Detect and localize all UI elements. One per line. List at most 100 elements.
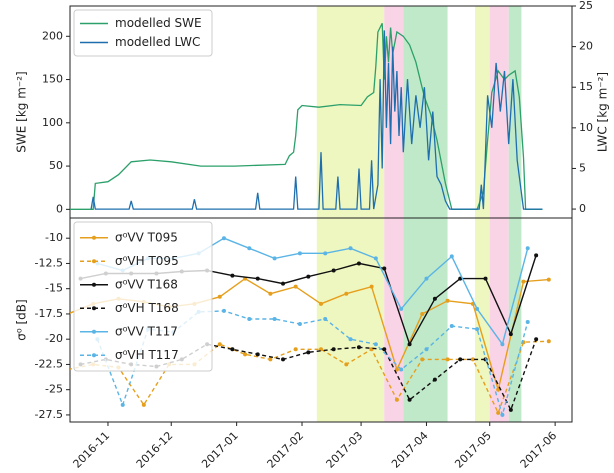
y-tick-label: -22.5 — [35, 357, 63, 370]
point — [420, 357, 425, 362]
point — [500, 412, 505, 417]
point — [373, 342, 378, 347]
point — [243, 352, 248, 357]
point — [420, 311, 425, 316]
point — [306, 274, 311, 279]
span — [489, 218, 509, 422]
point — [407, 397, 412, 402]
point — [272, 316, 277, 321]
point — [394, 367, 399, 372]
legend-marker — [92, 259, 96, 264]
point — [247, 246, 252, 251]
point — [247, 316, 252, 321]
point — [297, 322, 302, 327]
point — [255, 276, 260, 281]
y2-tick-label: 20 — [579, 40, 593, 53]
point — [255, 352, 260, 357]
point — [268, 291, 273, 296]
legend-marker — [92, 282, 96, 287]
point — [230, 347, 235, 352]
point — [496, 387, 501, 392]
legend-label: σ⁰VH T117 — [115, 348, 179, 362]
x-tick-label: 2017-01 — [199, 429, 241, 471]
y-tick-label: -10 — [45, 231, 63, 244]
point — [272, 256, 277, 261]
point — [407, 342, 412, 347]
point — [268, 357, 273, 362]
point — [432, 377, 437, 382]
point — [508, 332, 513, 337]
legend-label: σ⁰VV T095 — [115, 230, 178, 244]
point — [373, 256, 378, 261]
point — [217, 342, 222, 347]
point — [221, 308, 226, 313]
span — [384, 218, 404, 422]
plot-area — [70, 23, 543, 210]
legend-marker — [92, 235, 96, 240]
span — [316, 6, 385, 218]
y-tick-label: -12.5 — [35, 256, 63, 269]
point — [331, 268, 336, 273]
y-tick-label: -27.5 — [35, 408, 63, 421]
span — [403, 218, 448, 422]
point — [306, 350, 311, 355]
point — [281, 281, 286, 286]
point — [323, 316, 328, 321]
point — [458, 357, 463, 362]
plot-frame — [69, 217, 573, 423]
point — [230, 273, 235, 278]
point — [331, 347, 336, 352]
point — [120, 402, 125, 407]
point — [141, 402, 146, 407]
point — [449, 254, 454, 259]
point — [369, 284, 374, 289]
series-line — [90, 30, 543, 210]
point — [525, 320, 530, 325]
point — [348, 337, 353, 342]
point — [445, 357, 450, 362]
point — [399, 367, 404, 372]
x-tick-label: 2017-02 — [265, 429, 307, 471]
y-axis-label: σ⁰ [dB] — [15, 299, 29, 340]
y-tick-label: -20 — [45, 332, 63, 345]
point — [293, 284, 298, 289]
point — [500, 342, 505, 347]
point — [344, 362, 349, 367]
x-tick-label: 2017-04 — [389, 429, 431, 471]
x-tick-label: 2016-12 — [134, 429, 176, 471]
point — [66, 367, 70, 371]
point — [521, 279, 526, 284]
point — [356, 345, 361, 350]
point — [546, 277, 551, 282]
y2-tick-label: 10 — [579, 121, 593, 134]
legend-marker — [92, 329, 96, 334]
point — [356, 261, 361, 266]
point — [394, 397, 399, 402]
point — [424, 347, 429, 352]
x-tick-label: 2017-05 — [452, 429, 494, 471]
y2-tick-label: 25 — [579, 0, 593, 12]
point — [496, 410, 501, 415]
y-tick-label: 0 — [56, 202, 63, 215]
point — [319, 301, 323, 306]
point — [293, 347, 298, 352]
y-tick-label: 100 — [42, 116, 63, 129]
y-tick-label: 50 — [49, 159, 63, 172]
span — [489, 6, 509, 218]
point — [445, 298, 450, 303]
y-tick-label: 200 — [42, 29, 63, 42]
y-tick-label: -15 — [45, 282, 63, 295]
legend-label: modelled SWE — [115, 16, 202, 30]
legend-box — [73, 221, 213, 372]
point — [424, 276, 429, 281]
legend-label: σ⁰VH T168 — [115, 301, 179, 315]
point — [449, 324, 454, 329]
point — [475, 327, 480, 332]
x-tick-label: 2017-06 — [518, 429, 560, 471]
point — [534, 253, 539, 258]
y-tick-label: -17.5 — [35, 307, 63, 320]
series-line — [70, 340, 549, 415]
point — [534, 337, 539, 342]
point — [432, 296, 437, 301]
